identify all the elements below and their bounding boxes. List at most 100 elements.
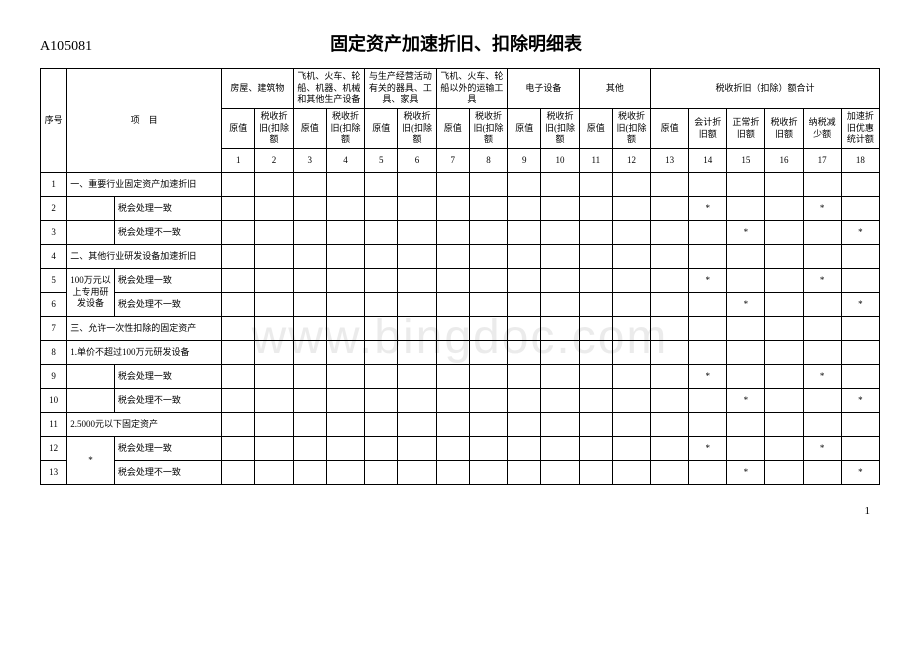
data-cell [508, 269, 541, 293]
data-cell [469, 197, 507, 221]
th-yuan: 原值 [365, 109, 398, 149]
data-cell [365, 437, 398, 461]
data-cell [293, 365, 326, 389]
data-cell [255, 317, 293, 341]
data-cell: * [727, 221, 765, 245]
data-cell [689, 245, 727, 269]
data-cell [579, 461, 612, 485]
table-row: 13税会处理不一致** [41, 461, 880, 485]
th-g6: 其他 [579, 69, 651, 109]
th-num: 11 [579, 149, 612, 173]
data-cell [508, 245, 541, 269]
data-cell [398, 173, 436, 197]
th-sum4: 税收折旧额 [765, 109, 803, 149]
data-cell [326, 173, 364, 197]
page-title: 固定资产加速折旧、扣除明细表 [32, 30, 880, 56]
th-num: 4 [326, 149, 364, 173]
data-cell [508, 317, 541, 341]
row-item-a: * [67, 437, 115, 485]
table-row: 2税会处理一致** [41, 197, 880, 221]
data-cell [255, 197, 293, 221]
data-cell [651, 437, 689, 461]
data-cell [326, 221, 364, 245]
data-cell [765, 389, 803, 413]
data-cell [651, 461, 689, 485]
data-cell [255, 293, 293, 317]
data-cell [255, 437, 293, 461]
row-item: 2.5000元以下固定资产 [67, 413, 222, 437]
data-cell [579, 269, 612, 293]
data-cell [436, 389, 469, 413]
data-cell [651, 341, 689, 365]
data-cell [255, 221, 293, 245]
table-row: 4二、其他行业研发设备加速折旧 [41, 245, 880, 269]
data-cell [293, 173, 326, 197]
data-cell [841, 365, 879, 389]
data-cell [436, 197, 469, 221]
data-cell [579, 221, 612, 245]
data-cell [222, 221, 255, 245]
data-cell [689, 389, 727, 413]
th-num: 7 [436, 149, 469, 173]
data-cell [469, 245, 507, 269]
data-cell [255, 245, 293, 269]
data-cell [436, 245, 469, 269]
header-row: A105081 固定资产加速折旧、扣除明细表 [40, 30, 880, 56]
data-cell [326, 341, 364, 365]
data-cell [689, 293, 727, 317]
data-cell [841, 269, 879, 293]
data-cell [222, 197, 255, 221]
row-number: 8 [41, 341, 67, 365]
data-cell [765, 293, 803, 317]
row-item-b: 税会处理一致 [114, 197, 221, 221]
data-cell [508, 197, 541, 221]
table-row: 3税会处理不一致** [41, 221, 880, 245]
data-cell [689, 317, 727, 341]
th-sum1: 原值 [651, 109, 689, 149]
data-cell: * [841, 461, 879, 485]
data-cell: * [727, 389, 765, 413]
row-item-a [67, 221, 115, 245]
th-num: 16 [765, 149, 803, 173]
data-cell [365, 365, 398, 389]
data-cell: * [841, 389, 879, 413]
th-tax: 税收折旧(扣除额 [255, 109, 293, 149]
data-cell [365, 341, 398, 365]
data-cell [612, 365, 650, 389]
row-number: 12 [41, 437, 67, 461]
data-cell [612, 413, 650, 437]
data-cell [436, 365, 469, 389]
data-cell: * [727, 461, 765, 485]
data-cell [255, 269, 293, 293]
data-cell [541, 221, 579, 245]
data-cell [841, 413, 879, 437]
data-cell: * [727, 293, 765, 317]
data-cell [651, 389, 689, 413]
data-cell [803, 389, 841, 413]
data-cell [469, 173, 507, 197]
data-cell [508, 413, 541, 437]
row-number: 3 [41, 221, 67, 245]
row-item-a: 100万元以上专用研发设备 [67, 269, 115, 317]
data-cell: * [689, 197, 727, 221]
data-cell [508, 365, 541, 389]
data-cell [436, 173, 469, 197]
row-item: 三、允许一次性扣除的固定资产 [67, 317, 222, 341]
row-item-b: 税会处理不一致 [114, 221, 221, 245]
data-cell [398, 269, 436, 293]
data-cell [436, 341, 469, 365]
data-cell [689, 221, 727, 245]
table-row: 9税会处理一致** [41, 365, 880, 389]
data-cell [508, 221, 541, 245]
data-cell [803, 221, 841, 245]
data-cell [222, 341, 255, 365]
data-cell [765, 365, 803, 389]
th-num: 18 [841, 149, 879, 173]
data-cell [651, 365, 689, 389]
data-cell [541, 245, 579, 269]
data-cell [365, 269, 398, 293]
data-cell [398, 413, 436, 437]
data-cell [398, 461, 436, 485]
data-cell [398, 317, 436, 341]
th-num: 12 [612, 149, 650, 173]
